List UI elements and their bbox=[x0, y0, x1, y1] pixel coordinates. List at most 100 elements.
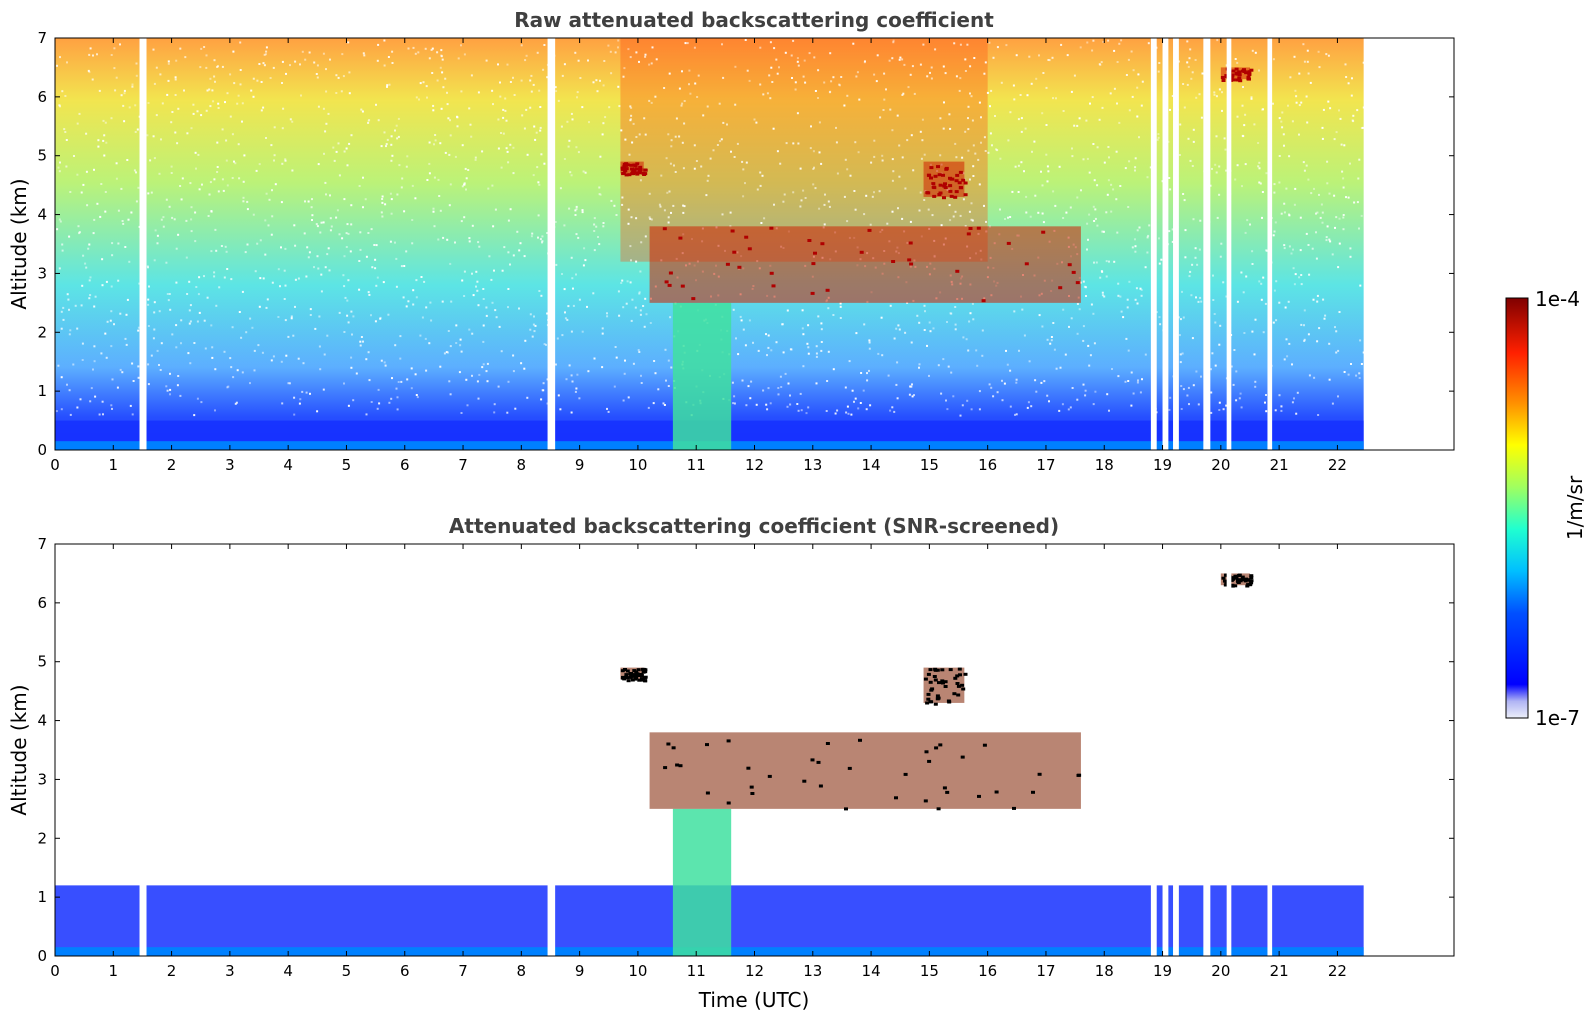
cloud-pixel bbox=[813, 251, 817, 255]
cloud-pixel bbox=[1248, 582, 1253, 586]
y-tick-label: 7 bbox=[37, 29, 47, 47]
cloud-pixel bbox=[945, 790, 950, 794]
x-tick-label: 12 bbox=[745, 962, 764, 980]
cloud-pixel bbox=[948, 176, 952, 180]
feature-high-cloud-3 bbox=[620, 161, 644, 174]
cloud-pixel bbox=[929, 176, 933, 180]
cloud-pixel bbox=[749, 785, 754, 789]
colorbar: 1e-4 1e-7 1/m/sr bbox=[1505, 287, 1587, 730]
cloud-pixel bbox=[847, 766, 852, 770]
cloud-pixel bbox=[952, 692, 957, 696]
cloud-pixel bbox=[705, 791, 710, 795]
cloud-pixel bbox=[1234, 67, 1239, 71]
cloud-pixel bbox=[640, 677, 644, 681]
cloud-pixel bbox=[938, 183, 943, 187]
x-tick-label: 6 bbox=[400, 962, 410, 980]
cloud-pixel bbox=[662, 227, 667, 231]
cloud-pixel bbox=[641, 667, 645, 671]
cloud-pixel bbox=[663, 766, 668, 770]
cloud-pixel bbox=[956, 693, 961, 697]
cloud-pixel bbox=[1224, 581, 1229, 585]
x-tick-label: 18 bbox=[1095, 456, 1114, 474]
cloud-pixel bbox=[933, 702, 938, 706]
cloud-pixel bbox=[858, 738, 862, 742]
y-tick-label: 3 bbox=[37, 770, 47, 788]
cloud-pixel bbox=[1221, 576, 1226, 580]
y-tick-label: 1 bbox=[37, 888, 47, 906]
x-tick-label: 7 bbox=[458, 456, 468, 474]
cloud-pixel bbox=[982, 743, 987, 747]
cloud-pixel bbox=[923, 799, 928, 803]
x-tick-label: 16 bbox=[978, 962, 997, 980]
cloud-pixel bbox=[1031, 790, 1035, 794]
cloud-pixel bbox=[955, 269, 960, 273]
cloud-pixel bbox=[639, 674, 644, 678]
cloud-pixel bbox=[943, 182, 947, 186]
cloud-pixel bbox=[725, 262, 730, 266]
x-tick-label: 10 bbox=[628, 456, 647, 474]
cloud-pixel bbox=[948, 184, 953, 188]
cloud-pixel bbox=[1024, 262, 1029, 266]
cloud-pixel bbox=[625, 669, 630, 673]
cloud-pixel bbox=[1237, 76, 1242, 80]
missing-data-gap-6 bbox=[1226, 38, 1232, 450]
cloud-pixel bbox=[958, 186, 963, 190]
raw-signal-warm-region bbox=[620, 38, 988, 262]
cloud-pixel bbox=[631, 674, 636, 678]
x-tick-label: 0 bbox=[50, 962, 60, 980]
cloud-pixel bbox=[635, 673, 640, 677]
cloud-pixel bbox=[966, 232, 971, 236]
cloud-pixel bbox=[1249, 574, 1254, 578]
cloud-pixel bbox=[624, 673, 629, 677]
cloud-pixel bbox=[867, 228, 872, 232]
cloud-pixel bbox=[926, 191, 931, 195]
cloud-pixel bbox=[957, 667, 962, 671]
cloud-pixel bbox=[769, 271, 774, 275]
x-tick-label: 6 bbox=[400, 456, 410, 474]
cloud-pixel bbox=[678, 764, 683, 768]
cloud-pixel bbox=[691, 297, 696, 301]
cloud-pixel bbox=[903, 772, 908, 776]
cloud-pixel bbox=[859, 250, 864, 254]
cloud-pixel bbox=[977, 794, 981, 798]
x-tick-label: 5 bbox=[342, 962, 352, 980]
cloud-pixel bbox=[927, 759, 932, 763]
top-ticks: 0 1 2 3 4 5 6 7 8 9 10 11 12 13 14 15 16 17 18 19 20 21 220123… bbox=[37, 29, 1454, 474]
missing-data-gap-3 bbox=[1162, 38, 1169, 450]
x-tick-label: 4 bbox=[283, 456, 293, 474]
cloud-pixel bbox=[958, 673, 962, 677]
feature-precipitation-shafts-1 bbox=[672, 808, 732, 956]
missing-data-gap-3 bbox=[1162, 544, 1169, 956]
cloud-pixel bbox=[746, 766, 751, 770]
x-tick-label: 14 bbox=[862, 962, 881, 980]
x-tick-label: 1 bbox=[109, 456, 119, 474]
cloud-pixel bbox=[767, 774, 772, 778]
cloud-pixel bbox=[955, 173, 960, 177]
x-tick-label: 17 bbox=[1036, 456, 1055, 474]
cloud-pixel bbox=[932, 194, 937, 198]
cloud-pixel bbox=[955, 674, 960, 678]
cloud-pixel bbox=[1006, 241, 1011, 245]
y-tick-label: 2 bbox=[37, 829, 47, 847]
cloud-pixel bbox=[943, 685, 948, 688]
cloud-pixel bbox=[678, 236, 683, 240]
cloud-pixel bbox=[981, 299, 986, 303]
cloud-pixel bbox=[891, 260, 896, 263]
cloud-pixel bbox=[810, 291, 815, 295]
cloud-pixel bbox=[933, 174, 938, 178]
y-tick-label: 0 bbox=[37, 441, 47, 459]
cloud-pixel bbox=[622, 677, 627, 681]
cloud-pixel bbox=[664, 280, 669, 284]
colorbar-gradient bbox=[1505, 297, 1529, 719]
cloud-pixel bbox=[963, 181, 968, 185]
cloud-pixel bbox=[1058, 286, 1063, 290]
x-tick-label: 19 bbox=[1153, 456, 1172, 474]
cloud-pixel bbox=[936, 807, 941, 811]
cloud-pixel bbox=[932, 675, 937, 678]
cloud-pixel bbox=[909, 262, 914, 266]
cloud-pixel bbox=[807, 239, 812, 242]
cloud-pixel bbox=[627, 173, 632, 177]
cloud-pixel bbox=[935, 697, 940, 701]
cloud-pixel bbox=[1231, 69, 1236, 73]
x-tick-label: 1 bbox=[109, 962, 119, 980]
